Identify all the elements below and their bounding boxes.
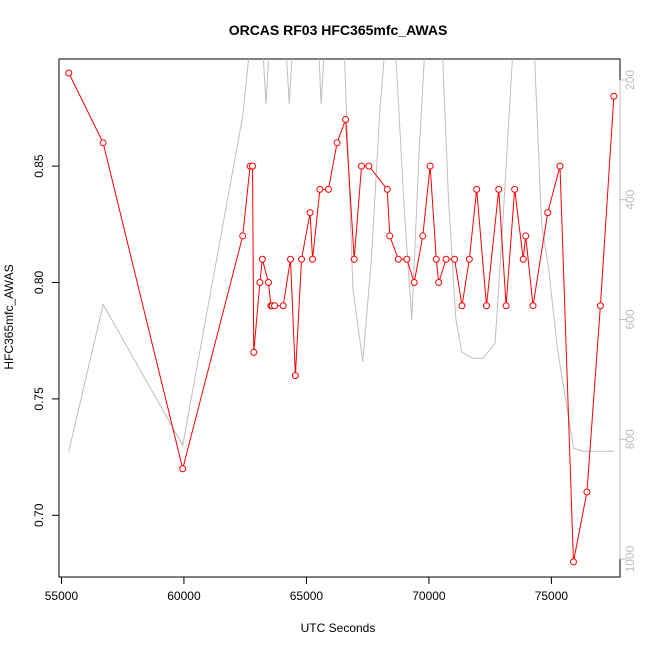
y-axis-label: HFC365mfc_AWAS <box>2 264 16 369</box>
data-point <box>65 69 73 77</box>
data-point <box>419 232 427 240</box>
data-point <box>316 185 324 193</box>
data-point <box>610 92 618 100</box>
data-point <box>279 302 287 310</box>
x-tick-label: 55000 <box>45 589 79 603</box>
data-point <box>519 255 527 263</box>
data-point <box>432 255 440 263</box>
data-point <box>342 116 350 124</box>
data-point <box>465 255 473 263</box>
x-axis-label: UTC Seconds <box>301 621 376 635</box>
data-point <box>386 232 394 240</box>
data-point <box>249 162 257 170</box>
data-point <box>403 255 411 263</box>
data-point <box>258 255 266 263</box>
plot-area <box>65 59 618 566</box>
data-point <box>569 558 577 566</box>
data-point <box>298 255 306 263</box>
y-tick-label: 0.85 <box>32 154 46 178</box>
data-point <box>529 302 537 310</box>
secondary-y-axis: 200 400 600 800 1000 <box>619 70 637 572</box>
data-point <box>544 209 552 217</box>
y-tick-label: 0.80 <box>32 270 46 294</box>
data-point <box>522 232 530 240</box>
data-point <box>383 185 391 193</box>
data-point <box>442 255 450 263</box>
data-point <box>394 255 402 263</box>
x-axis: 55000 60000 65000 70000 75000 <box>45 576 569 603</box>
data-point <box>250 348 258 356</box>
y-tick-label: 0.70 <box>32 503 46 527</box>
data-point <box>306 209 314 217</box>
data-point <box>410 278 418 286</box>
data-point <box>324 185 332 193</box>
data-point <box>358 162 366 170</box>
data-point <box>473 185 481 193</box>
chart-title: ORCAS RF03 HFC365mfc_AWAS <box>229 22 448 38</box>
x-tick-label: 75000 <box>535 589 569 603</box>
data-point <box>309 255 317 263</box>
y2-tick-label: 400 <box>623 189 637 209</box>
x-tick-label: 65000 <box>290 589 324 603</box>
data-point <box>556 162 564 170</box>
data-point <box>458 302 466 310</box>
y2-tick-label: 1000 <box>623 545 637 572</box>
data-point <box>179 465 187 473</box>
data-point <box>287 255 295 263</box>
y-axis: 0.70 0.75 0.80 0.85 <box>32 154 60 527</box>
y2-tick-label: 600 <box>623 309 637 329</box>
x-tick-label: 70000 <box>412 589 446 603</box>
x-tick-label: 60000 <box>167 589 201 603</box>
primary-series-line <box>68 72 615 562</box>
data-point <box>264 278 272 286</box>
data-point <box>365 162 373 170</box>
data-point <box>583 488 591 496</box>
data-point <box>99 139 107 147</box>
secondary-series-line <box>68 59 614 452</box>
data-point <box>333 139 341 147</box>
data-point <box>239 232 247 240</box>
data-point <box>291 372 299 380</box>
data-point <box>426 162 434 170</box>
data-point <box>435 278 443 286</box>
y2-tick-label: 200 <box>623 70 637 90</box>
y-tick-label: 0.75 <box>32 387 46 411</box>
data-point <box>596 302 604 310</box>
data-point <box>271 302 279 310</box>
data-point <box>451 255 459 263</box>
data-point <box>502 302 510 310</box>
data-point <box>482 302 490 310</box>
y2-tick-label: 800 <box>623 429 637 449</box>
data-point <box>350 255 358 263</box>
data-point <box>511 185 519 193</box>
data-point <box>495 185 503 193</box>
data-point <box>256 278 264 286</box>
